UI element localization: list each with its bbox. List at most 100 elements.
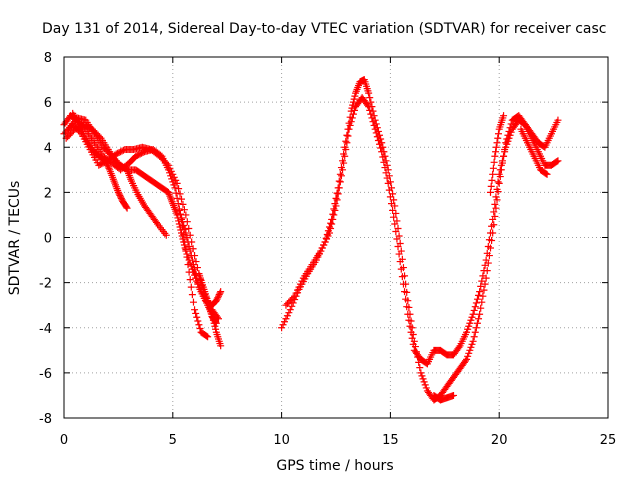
data-point-marker (294, 286, 302, 294)
data-point-marker (286, 306, 294, 314)
data-point-marker (472, 324, 480, 332)
data-point-marker (402, 295, 410, 303)
data-point-marker (500, 152, 508, 160)
data-point-marker (171, 184, 179, 192)
x-tick-label: 0 (60, 433, 68, 448)
data-point-marker (418, 372, 426, 380)
data-point-marker (213, 295, 221, 303)
data-point-marker (369, 118, 377, 126)
data-point-marker (296, 280, 304, 288)
data-point-marker (368, 114, 376, 122)
data-point-marker (116, 191, 124, 199)
data-point-marker (325, 229, 333, 237)
y-tick-label: -4 (39, 322, 52, 337)
data-point-marker (495, 170, 503, 178)
data-point-marker (350, 95, 358, 103)
data-point-marker (543, 170, 551, 178)
series-track-6 (175, 206, 225, 309)
data-point-marker (183, 234, 191, 241)
data-point-marker (494, 134, 502, 142)
data-point-marker (340, 159, 348, 167)
data-point-marker (104, 161, 112, 169)
data-point-marker (105, 164, 113, 172)
data-point-marker (370, 121, 378, 129)
data-point-marker (173, 194, 181, 202)
data-point-marker (285, 309, 293, 317)
data-point-marker (336, 178, 344, 186)
data-point-marker (212, 318, 220, 326)
y-tick-label: 0 (44, 232, 52, 247)
data-point-marker (490, 208, 498, 216)
data-point-marker (472, 299, 480, 307)
axis-ticks (63, 56, 609, 419)
series-track-12 (517, 125, 551, 178)
data-point-marker (507, 128, 515, 136)
data-point-marker (492, 204, 500, 212)
data-point-marker (117, 193, 125, 201)
data-point-marker (422, 384, 430, 392)
data-point-marker (419, 375, 427, 383)
data-point-marker (167, 167, 175, 175)
data-point-marker (176, 223, 184, 231)
data-point-marker (478, 298, 486, 306)
data-point-marker (191, 306, 199, 314)
data-point-marker (180, 221, 188, 229)
data-point-marker (493, 196, 501, 204)
data-point-marker (187, 252, 195, 260)
data-point-marker (475, 291, 483, 299)
data-point-marker (381, 164, 389, 172)
data-point-marker (172, 189, 180, 197)
data-point-marker (495, 179, 503, 187)
data-point-marker (501, 148, 509, 156)
data-point-marker (466, 346, 474, 354)
data-point-marker (180, 241, 188, 249)
data-point-marker (339, 166, 347, 174)
y-tick-label: 2 (44, 186, 52, 201)
x-tick-label: 10 (273, 433, 290, 448)
data-point-marker (377, 144, 385, 152)
data-point-marker (476, 288, 484, 296)
data-point-marker (187, 283, 195, 291)
data-point-marker (390, 196, 398, 204)
data-point-marker (333, 196, 341, 204)
data-point-marker (392, 209, 400, 217)
data-point-marker (485, 236, 493, 244)
data-point-marker (476, 310, 484, 318)
y-tick-label: -6 (39, 367, 52, 382)
data-point-marker (401, 288, 409, 296)
data-point-marker (473, 319, 481, 327)
data-point-marker (470, 306, 478, 314)
y-axis-label: SDTVAR / TECUs (7, 181, 23, 296)
data-point-marker (479, 292, 487, 300)
data-point-marker (420, 378, 428, 386)
data-point-marker (122, 203, 130, 211)
data-point-marker (397, 265, 405, 273)
data-point-marker (406, 322, 414, 330)
data-point-marker (464, 352, 472, 360)
data-point-marker (480, 267, 488, 275)
data-point-marker (180, 206, 188, 214)
data-point-marker (553, 158, 561, 166)
data-point-marker (188, 291, 196, 299)
data-point-marker (336, 170, 344, 178)
data-point-marker (391, 220, 399, 228)
data-point-marker (175, 185, 183, 193)
data-point-marker (204, 333, 212, 341)
data-point-marker (491, 200, 499, 208)
data-point-marker (212, 325, 220, 333)
data-point-marker (482, 256, 490, 264)
data-point-marker (189, 261, 197, 269)
data-point-marker (450, 391, 458, 399)
data-point-marker (492, 143, 500, 151)
data-point-marker (387, 200, 395, 208)
data-point-marker (374, 136, 382, 144)
data-point-marker (488, 222, 496, 230)
data-point-marker (291, 292, 299, 300)
data-point-marker (343, 131, 351, 139)
data-point-marker (177, 226, 185, 234)
data-point-marker (332, 202, 340, 210)
data-point-marker (505, 134, 513, 142)
data-point-marker (183, 250, 191, 258)
data-point-marker (329, 215, 337, 223)
